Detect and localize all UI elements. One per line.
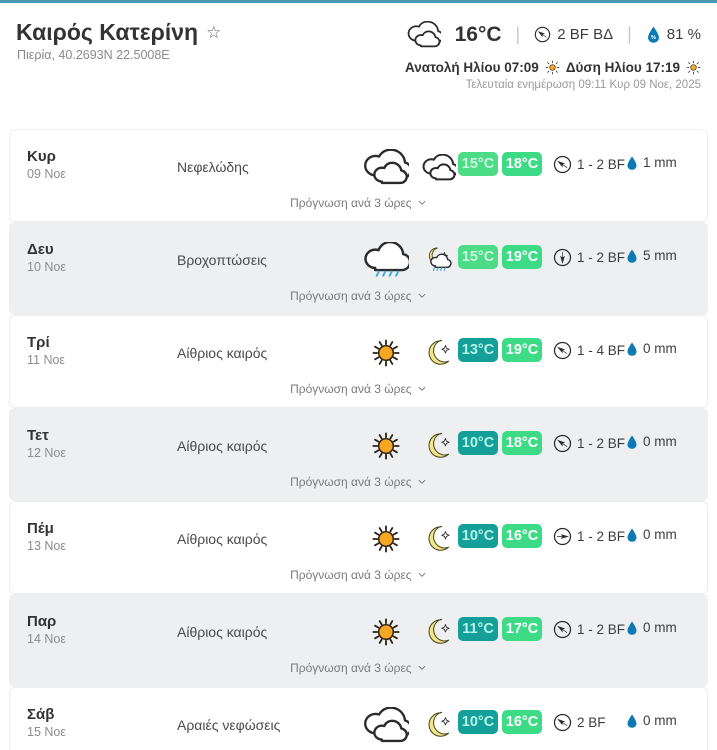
svg-text:%: % (651, 35, 656, 41)
